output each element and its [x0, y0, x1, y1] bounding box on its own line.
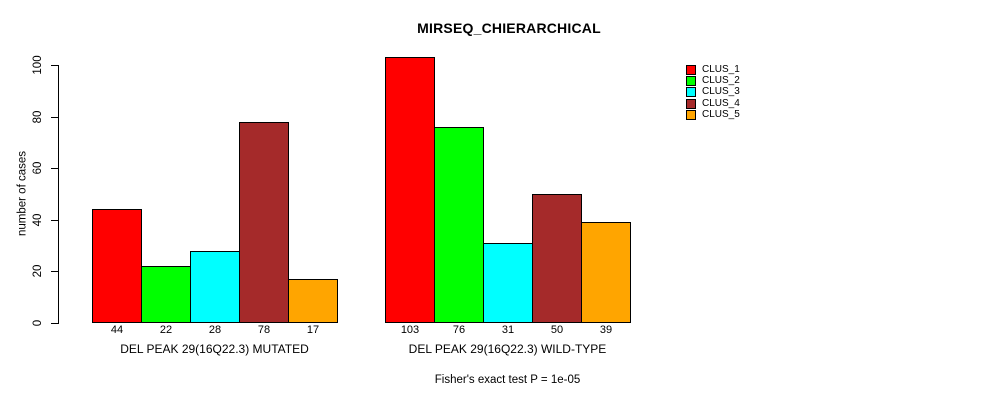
bar-clus_4: [532, 194, 582, 323]
bar-value-label: 39: [599, 324, 613, 336]
legend-swatch: [686, 64, 696, 75]
legend-swatch: [686, 76, 696, 87]
legend-item: CLUS_5: [686, 110, 740, 121]
bar-clus_3: [483, 243, 533, 323]
legend-label: CLUS_2: [702, 75, 740, 87]
legend-label: CLUS_3: [702, 86, 740, 98]
y-axis-line: [58, 65, 59, 324]
x-axis-group-label: DEL PEAK 29(16Q22.3) MUTATED: [120, 342, 309, 356]
bar-value-label: 44: [110, 324, 124, 336]
y-axis-tick-label: 40: [32, 213, 44, 227]
y-axis-tick-label: 100: [32, 55, 44, 75]
y-axis-tick: [51, 117, 58, 118]
legend-item: CLUS_4: [686, 98, 740, 109]
legend-item: CLUS_2: [686, 75, 740, 87]
chart-title: MIRSEQ_CHIERARCHICAL: [417, 20, 601, 36]
bar-clus_1: [385, 57, 435, 323]
bar-clus_2: [434, 127, 484, 323]
bar-value-label: 28: [208, 324, 222, 336]
y-axis-tick: [51, 271, 58, 272]
bar-value-label: 76: [452, 324, 466, 336]
bar-clus_4: [239, 122, 289, 323]
x-axis-group-label: DEL PEAK 29(16Q22.3) WILD-TYPE: [408, 342, 607, 356]
bar-clus_5: [581, 222, 631, 323]
bar-clus_3: [190, 251, 240, 323]
bar-value-label: 31: [501, 324, 515, 336]
bar-value-label: 22: [159, 324, 173, 336]
bar-value-label: 17: [306, 324, 320, 336]
bar-clus_2: [141, 266, 191, 323]
y-axis-tick: [51, 65, 58, 66]
bar-clus_1: [92, 209, 142, 323]
y-axis-tick: [51, 220, 58, 221]
bar-clus_5: [288, 279, 338, 323]
y-axis-tick-label: 0: [32, 319, 44, 327]
y-axis-tick-label: 80: [32, 110, 44, 124]
bar-value-label: 78: [257, 324, 271, 336]
y-axis-tick-label: 60: [32, 161, 44, 175]
bar-value-label: 103: [400, 324, 420, 336]
legend-label: CLUS_1: [702, 63, 740, 75]
legend-swatch: [686, 110, 696, 121]
y-axis-tick: [51, 168, 58, 169]
legend-label: CLUS_5: [702, 109, 740, 121]
legend-label: CLUS_4: [702, 97, 740, 109]
fisher-test-annotation: Fisher's exact test P = 1e-05: [434, 374, 581, 386]
legend-item: CLUS_1: [686, 64, 740, 75]
legend-item: CLUS_3: [686, 87, 740, 98]
y-axis-tick: [51, 323, 58, 324]
y-axis-tick-label: 20: [32, 264, 44, 278]
bar-value-label: 50: [550, 324, 564, 336]
legend-swatch: [686, 98, 696, 109]
legend-swatch: [686, 87, 696, 98]
legend: CLUS_1 CLUS_2 CLUS_3 CLUS_4 CLUS_5: [686, 64, 740, 121]
